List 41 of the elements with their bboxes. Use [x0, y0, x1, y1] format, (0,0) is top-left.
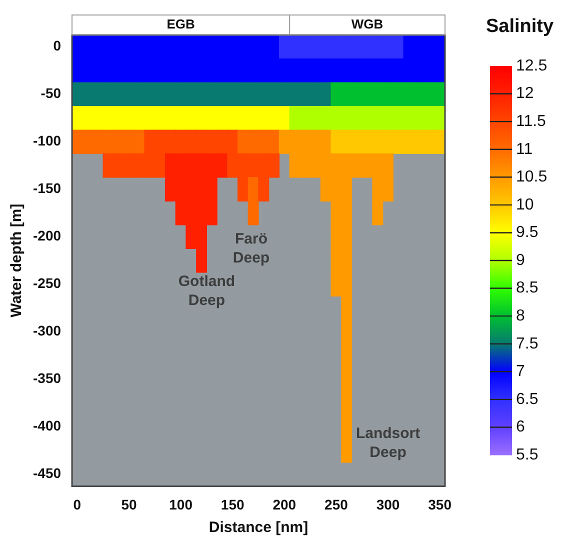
- color-bar-label: 8.5: [516, 280, 538, 297]
- color-bar-label: 7: [516, 363, 525, 380]
- y-tick-label: -300: [32, 322, 62, 339]
- color-bar-label: 9.5: [516, 224, 538, 242]
- y-tick-label: -350: [32, 370, 62, 386]
- annotation: Gotland Deep: [178, 273, 236, 310]
- x-tick-label: 50: [121, 496, 137, 512]
- y-tick-label: -250: [32, 275, 62, 292]
- y-tick-label: -400: [32, 418, 62, 434]
- x-tick-label: 200: [272, 496, 296, 512]
- x-axis-title: Distance [nm]: [208, 519, 308, 536]
- color-bar-label: 10.5: [516, 168, 548, 186]
- y-axis-title: Water depth [m]: [8, 204, 26, 318]
- y-tick-label: -450: [32, 465, 62, 482]
- x-tick-label: 300: [376, 496, 400, 512]
- y-tick-label: 0: [53, 38, 62, 54]
- color-bar-label: 11.5: [516, 112, 546, 130]
- color-bar-label: 6.5: [516, 390, 538, 408]
- x-tick-label: 350: [428, 496, 452, 512]
- text: WGB: [351, 16, 384, 32]
- color-bar-label: 10: [516, 196, 534, 214]
- x-tick-label: 0: [73, 496, 82, 512]
- color-bar-label: 11: [516, 140, 533, 158]
- color-bar-label: 6: [516, 418, 525, 436]
- x-tick-label: 150: [220, 496, 244, 512]
- y-tick-label: -50: [40, 85, 62, 102]
- annotation: Farö Deep: [232, 230, 270, 266]
- y-tick-label: -100: [32, 132, 62, 149]
- text: EGB: [166, 16, 195, 32]
- annotation: Landsort Deep: [356, 425, 420, 462]
- x-tick-label: 100: [169, 496, 193, 512]
- color-bar-label: 8: [516, 307, 525, 324]
- color-bar-label: 12: [516, 85, 534, 102]
- color-bar-label: 5.5: [516, 446, 538, 464]
- color-bar-label: 12.5: [516, 57, 548, 74]
- color-bar-label: 9: [516, 252, 525, 269]
- y-tick-label: -200: [32, 228, 62, 244]
- y-tick-label: -150: [32, 180, 62, 196]
- color-bar-title: Salinity: [486, 16, 554, 38]
- x-tick-label: 250: [324, 496, 348, 512]
- color-bar-label: 7.5: [516, 335, 538, 352]
